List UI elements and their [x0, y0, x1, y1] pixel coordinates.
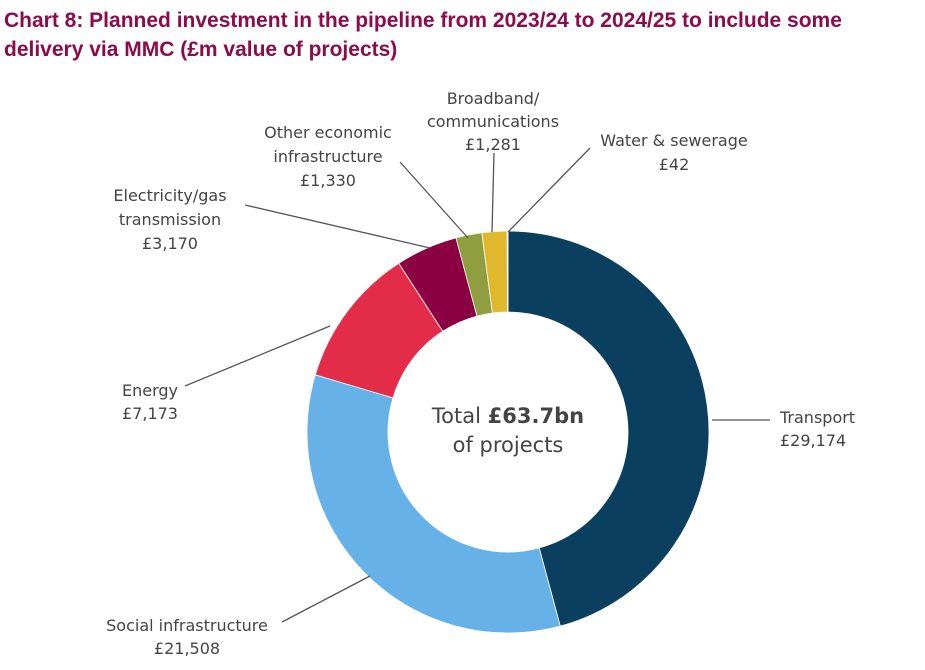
leader-lines-group	[184, 147, 770, 623]
center-prefix: Total	[431, 404, 488, 428]
slice-label-line: Broadband/	[447, 89, 540, 108]
slice-label-line: £21,508	[154, 639, 220, 658]
slice-label-line: £42	[659, 155, 690, 174]
slice-label: Other economic infrastructure £1,330	[264, 123, 392, 190]
slice-label: Electricity/gas transmission £3,170	[113, 186, 226, 253]
center-sub-label: of projects	[453, 433, 564, 457]
slice-label-line: Transport	[779, 408, 855, 427]
leader-line	[184, 325, 331, 387]
slice-label-line: Other economic	[264, 123, 392, 142]
slice-label-line: £29,174	[780, 431, 846, 450]
slice-label-line: £3,170	[142, 234, 198, 253]
slice-label: Energy £7,173	[122, 381, 178, 423]
slice-label-line: Electricity/gas	[113, 186, 226, 205]
slice-label-line: communications	[427, 112, 559, 131]
slice-label-line: Water & sewerage	[600, 131, 747, 150]
chart-title: Chart 8: Planned investment in the pipel…	[4, 9, 842, 61]
leader-line	[244, 204, 431, 249]
slices-group	[306, 230, 710, 634]
slice-label-line: £7,173	[122, 404, 178, 423]
leader-line	[281, 575, 371, 623]
slice-label: Transport £29,174	[779, 408, 855, 450]
slice-label-line: infrastructure	[273, 147, 382, 166]
slice-label-line: £1,330	[300, 171, 356, 190]
leader-line	[399, 161, 469, 239]
slice-label: Broadband/communications £1,281	[427, 89, 559, 154]
slice-social-infrastructure	[306, 374, 561, 634]
slice-label-line: Social infrastructure	[106, 616, 268, 635]
slice-water-sewerage	[506, 230, 509, 313]
center-total-label: Total £63.7bn	[431, 404, 584, 428]
slice-transport	[507, 230, 710, 627]
center-total-value: £63.7bn	[488, 404, 584, 428]
leader-line	[507, 147, 591, 233]
slice-label: Water & sewerage £42	[600, 131, 747, 174]
slice-label-line: Energy	[122, 381, 178, 400]
labels-group: Transport £29,174 Social infrastructure £21…	[106, 89, 855, 658]
slice-label-line: transmission	[119, 210, 221, 229]
slice-label-line: £1,281	[465, 135, 521, 154]
slice-label: Social infrastructure £21,508	[106, 616, 268, 658]
leader-line	[491, 152, 495, 233]
